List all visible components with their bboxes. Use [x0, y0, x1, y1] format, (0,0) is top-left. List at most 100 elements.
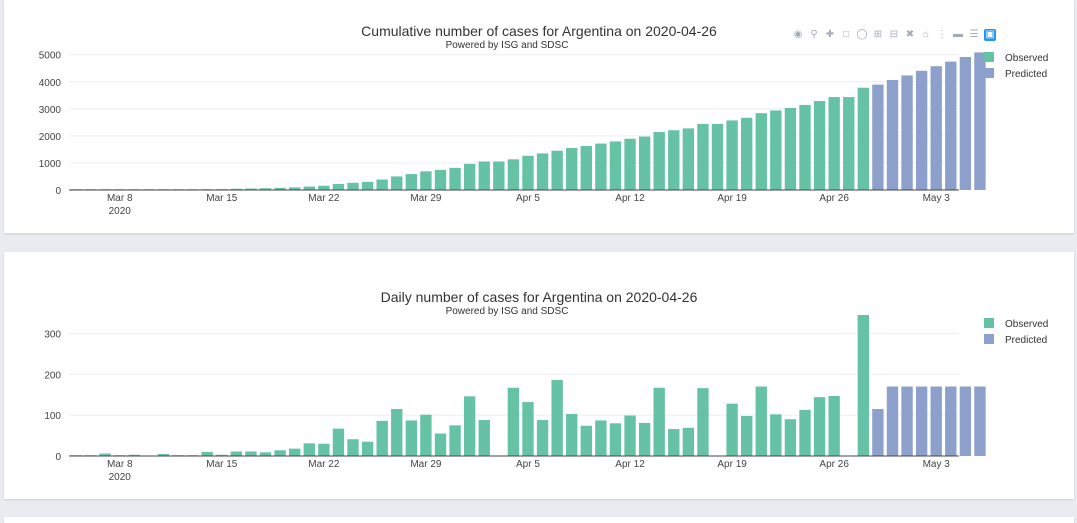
y-tick-label: 100: [44, 411, 61, 422]
observed-bar: [230, 188, 243, 190]
predicted-bar: [901, 75, 913, 190]
y-tick-label: 300: [44, 329, 61, 340]
observed-bar: [259, 188, 272, 190]
observed-bar: [799, 409, 811, 456]
chart-subtitle: Powered by ISG and SDSC: [446, 40, 569, 51]
observed-bar: [245, 188, 257, 190]
observed-bar: [405, 174, 418, 190]
observed-bar: [303, 443, 315, 456]
reset-axes-icon[interactable]: ⌂: [922, 29, 930, 40]
legend-swatch-observed: [984, 52, 994, 62]
observed-bar: [318, 443, 330, 456]
box-select-icon[interactable]: □: [842, 29, 850, 40]
predicted-bar: [886, 386, 899, 456]
cumulative-chart[interactable]: 0 1000 2000 3000 4000 5000 Mar 8 2020 Mar 15 Mar …: [4, 0, 1074, 233]
x-tick-label: May 3: [923, 459, 951, 470]
observed-bar: [595, 143, 607, 190]
x-tick-label: Mar 8: [107, 459, 133, 470]
observed-bar: [376, 420, 388, 456]
observed-bar: [493, 161, 505, 190]
zoom-in-icon[interactable]: ⊞: [873, 29, 883, 40]
observed-bar: [361, 181, 374, 190]
lasso-icon[interactable]: ◯: [856, 29, 868, 40]
observed-bar: [536, 153, 549, 190]
y-tick-label: 5000: [39, 51, 62, 62]
observed-bar: [595, 420, 607, 456]
observed-bar: [799, 104, 811, 190]
observed-bar: [216, 454, 228, 456]
camera-icon[interactable]: ◉: [793, 29, 803, 40]
observed-bar: [128, 454, 140, 456]
y-tick-label: 0: [55, 452, 61, 463]
observed-bar: [434, 169, 447, 190]
observed-bar: [551, 150, 563, 190]
x-tick-label: Apr 26: [819, 459, 849, 470]
next-card: [4, 517, 1074, 523]
observed-bar: [201, 451, 213, 456]
x-tick-label: Mar 22: [308, 459, 340, 470]
observed-bar: [157, 453, 170, 456]
observed-bar: [332, 183, 345, 190]
x-tick-label: Apr 12: [615, 193, 645, 204]
x-tick-label: Mar 8: [107, 193, 133, 204]
observed-bar: [682, 427, 695, 456]
observed-bar: [857, 87, 869, 190]
predicted-bar: [945, 386, 957, 456]
x-tick-year: 2020: [109, 472, 132, 483]
x-tick-label: Apr 5: [516, 193, 540, 204]
legend-swatch-predicted: [984, 68, 994, 78]
observed-bar: [711, 123, 724, 190]
observed-bar: [784, 107, 797, 190]
observed-bar: [318, 185, 330, 190]
observed-bar: [609, 141, 622, 190]
plotly-logo-icon[interactable]: ▣: [984, 29, 996, 41]
autoscale-icon[interactable]: ✖: [905, 29, 915, 40]
predicted-bar: [974, 52, 986, 190]
y-tick-label: 200: [44, 370, 61, 381]
zoom-icon[interactable]: ⚲: [810, 29, 818, 40]
observed-bar: [682, 128, 695, 190]
observed-bar: [522, 402, 534, 456]
observed-bar: [347, 439, 359, 456]
hover-closest-icon[interactable]: ▬: [953, 29, 963, 40]
x-tick-label: Mar 22: [308, 193, 340, 204]
observed-bar: [697, 123, 709, 190]
x-tick-label: Mar 29: [410, 459, 442, 470]
observed-bar: [274, 450, 286, 456]
x-tick-label: May 3: [923, 193, 951, 204]
predicted-bar: [930, 386, 942, 456]
pan-icon[interactable]: ✚: [825, 29, 835, 40]
observed-bar: [463, 396, 476, 456]
observed-bar: [478, 420, 490, 456]
observed-bar: [463, 163, 476, 190]
observed-bar: [755, 386, 767, 456]
observed-bar: [653, 132, 665, 190]
observed-bar: [522, 155, 534, 190]
observed-bar: [420, 171, 432, 190]
x-tick-label: Apr 12: [615, 459, 645, 470]
x-tick-label: Mar 29: [410, 193, 442, 204]
observed-bar: [740, 415, 753, 456]
observed-bar: [507, 387, 520, 456]
spike-lines-icon[interactable]: ⋮: [937, 29, 947, 40]
observed-bar: [813, 397, 826, 456]
observed-bar: [726, 120, 738, 190]
observed-bar: [391, 409, 403, 456]
observed-bar: [376, 179, 388, 190]
y-tick-label: 1000: [39, 159, 62, 170]
chart-title: Daily number of cases for Argentina on 2…: [381, 289, 698, 305]
zoom-out-icon[interactable]: ⊟: [889, 29, 899, 40]
predicted-bar: [872, 84, 884, 190]
daily-chart[interactable]: 0 100 200 300 Mar 8 2020 Mar 15 Mar 22 Mar 29 Apr…: [4, 252, 1074, 499]
legend-swatch-observed: [984, 318, 994, 328]
x-tick-label: Apr 26: [819, 193, 849, 204]
observed-bar: [580, 425, 592, 456]
observed-bar: [843, 97, 855, 190]
observed-bar: [289, 187, 301, 190]
modebar: ◉ ⚲ ✚ □ ◯ ⊞ ⊟ ✖ ⌂ ⋮ ▬ ☰ ▣: [792, 29, 996, 41]
x-tick-year: 2020: [109, 206, 132, 217]
predicted-bar: [959, 386, 972, 456]
hover-compare-icon[interactable]: ☰: [969, 29, 979, 40]
cumulative-chart-card: 0 1000 2000 3000 4000 5000 Mar 8 2020 Mar 15 Mar …: [4, 0, 1074, 233]
observed-bar: [478, 161, 490, 190]
